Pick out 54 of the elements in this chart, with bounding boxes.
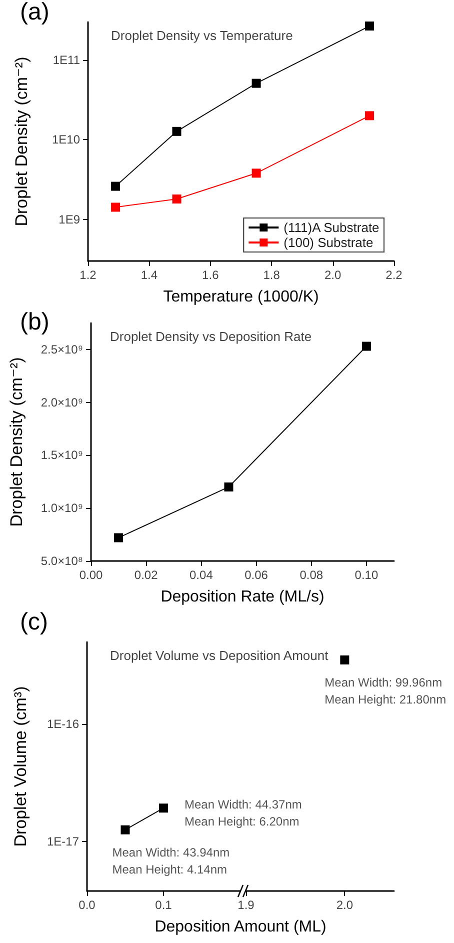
point — [172, 126, 182, 136]
y-axis-title: Droplet Volume (cm³) — [11, 686, 30, 847]
text: (a) — [20, 0, 50, 26]
x-tick-label: 1.8 — [263, 268, 280, 282]
y-axis-title: Droplet Density (cm⁻²) — [7, 357, 26, 527]
annotation: Mean Width: 43.94nm Mean Height: 4.14nm — [112, 845, 230, 876]
point — [172, 194, 182, 204]
x-tick-label: 0.10 — [354, 568, 378, 582]
x-tick-label: 1.2 — [80, 268, 97, 282]
x-tick-label: 0.0 — [78, 898, 96, 912]
y-tick-label: 1E-16 — [46, 717, 80, 732]
legend-label: (100) Substrate — [284, 235, 374, 250]
text: (b) — [20, 308, 50, 336]
point — [114, 533, 124, 542]
x-tick-label: 2.0 — [336, 898, 354, 912]
x-axis-title: Temperature (1000/K) — [163, 288, 319, 306]
point — [224, 482, 234, 492]
annotation: Mean Width: 44.37nm Mean Height: 6.20nm — [184, 798, 302, 829]
y-tick-label: 1E10 — [52, 132, 80, 147]
x-tick-label: 1.4 — [140, 268, 158, 282]
y-tick-label: 2.0×10⁹ — [40, 395, 83, 410]
text: Droplet Density vs Deposition Rate — [110, 329, 312, 344]
annotation: Mean Width: 99.96nm Mean Height: 21.80nm — [324, 675, 446, 706]
chart-title: Droplet Volume vs Deposition Amount — [110, 648, 329, 663]
point — [111, 202, 120, 212]
point — [365, 22, 374, 31]
y-tick-label: 2.5×10⁹ — [40, 342, 83, 356]
point — [252, 168, 261, 178]
text: (c) — [20, 608, 48, 636]
y-tick-label: 1E9 — [58, 212, 80, 226]
y-tick-label: 1.5×10⁹ — [40, 448, 83, 462]
x-tick-label: 2.2 — [386, 268, 403, 282]
y-axis-title: Droplet Density (cm⁻²) — [12, 56, 31, 226]
y-tick-label: 1E-17 — [46, 834, 80, 849]
point — [365, 111, 374, 120]
x-tick-label: 2.0 — [324, 268, 342, 282]
y-tick-label: 5.0×10⁸ — [40, 554, 83, 568]
x-tick-label: 1.6 — [202, 268, 220, 282]
x-tick-label: 0.08 — [300, 568, 324, 582]
x-tick-label: 0.04 — [190, 568, 214, 582]
legend-label: (111)A Substrate — [284, 220, 380, 235]
point — [252, 78, 261, 88]
x-tick-label: 0.02 — [134, 568, 158, 582]
y-tick-label: 1.0×10⁹ — [40, 501, 83, 516]
y-tick-label: 1E11 — [52, 53, 80, 68]
point — [362, 342, 371, 351]
x-tick-label: 1.9 — [238, 898, 255, 912]
x-tick-label: 0.1 — [155, 898, 172, 912]
x-axis-title: Deposition Amount (ML) — [154, 918, 326, 936]
text: Droplet Density vs Temperature — [111, 28, 293, 43]
point — [111, 182, 120, 191]
x-tick-label: 0.00 — [79, 568, 103, 582]
x-axis-title: Deposition Rate (ML/s) — [160, 588, 324, 606]
x-tick-label: 0.06 — [244, 568, 268, 582]
